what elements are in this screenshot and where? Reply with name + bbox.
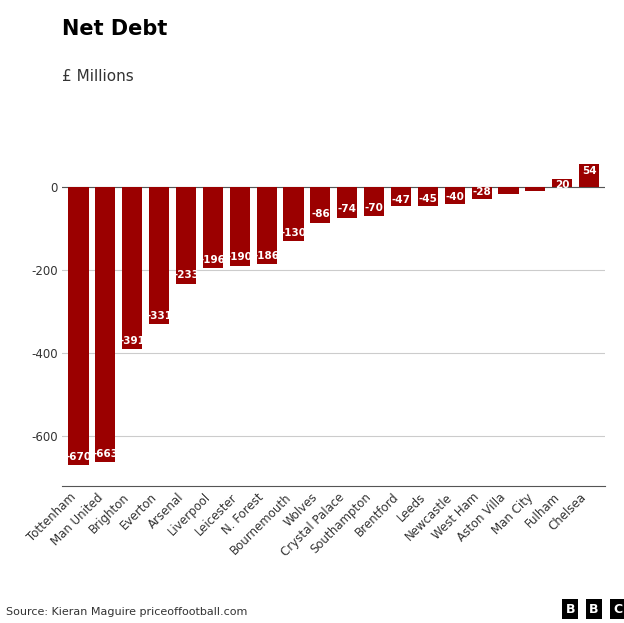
Text: -86: -86 <box>311 209 329 219</box>
Text: Net Debt: Net Debt <box>62 19 168 39</box>
Text: -196: -196 <box>200 255 226 265</box>
Text: -130: -130 <box>281 227 306 237</box>
Bar <box>122 187 142 350</box>
Text: -670: -670 <box>66 452 92 462</box>
Text: -331: -331 <box>146 311 172 321</box>
Bar <box>391 187 411 206</box>
Bar <box>69 187 89 465</box>
Bar <box>230 187 250 266</box>
Bar <box>176 187 196 283</box>
Text: -186: -186 <box>253 251 280 261</box>
Bar <box>149 187 169 325</box>
Bar <box>579 164 599 187</box>
Bar <box>499 187 519 194</box>
Text: C: C <box>613 602 622 616</box>
Text: -40: -40 <box>446 192 464 202</box>
Text: -391: -391 <box>119 336 145 346</box>
Bar <box>525 187 545 191</box>
Text: -70: -70 <box>364 202 384 212</box>
Text: -663: -663 <box>92 449 119 459</box>
Text: 20: 20 <box>555 180 570 190</box>
Bar <box>445 187 465 204</box>
Text: -233: -233 <box>173 270 199 280</box>
Bar <box>418 187 438 206</box>
Bar <box>310 187 331 222</box>
Bar <box>95 187 115 462</box>
Text: -45: -45 <box>419 194 437 204</box>
Text: B: B <box>589 602 599 616</box>
Text: -47: -47 <box>391 195 411 205</box>
Text: -74: -74 <box>338 204 357 214</box>
Bar <box>364 187 384 216</box>
Bar <box>552 179 572 187</box>
Text: 54: 54 <box>582 166 597 176</box>
Text: Source: Kieran Maguire priceoffootball.com: Source: Kieran Maguire priceoffootball.c… <box>6 607 248 617</box>
Text: -28: -28 <box>472 187 491 197</box>
Bar <box>203 187 223 269</box>
Bar <box>256 187 276 264</box>
Text: -190: -190 <box>227 252 253 262</box>
Text: B: B <box>565 602 575 616</box>
Bar <box>283 187 304 241</box>
Text: £ Millions: £ Millions <box>62 69 134 83</box>
Bar <box>472 187 492 199</box>
Bar <box>337 187 358 217</box>
